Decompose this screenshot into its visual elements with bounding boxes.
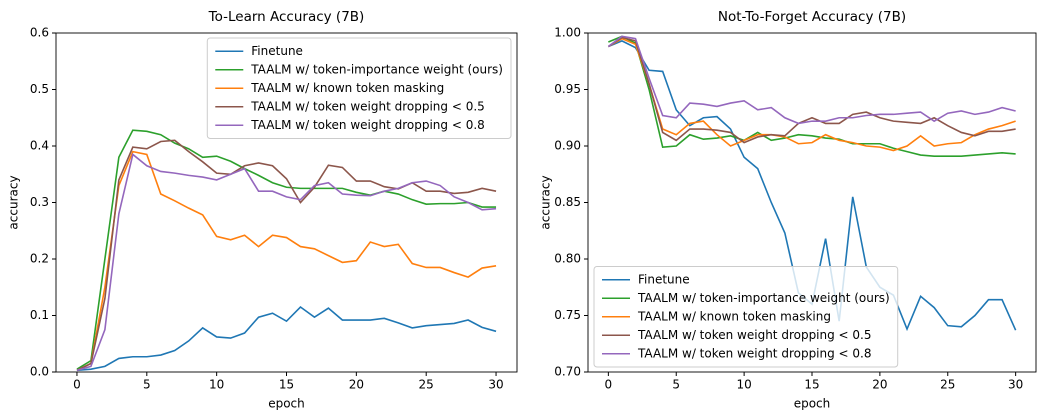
y-tick-label: 0.1 <box>30 308 49 322</box>
y-tick-label: 0.0 <box>30 365 49 379</box>
legend: Finetune TAALM w/ token-importance weight… <box>206 37 512 139</box>
y-tick-label: 0.85 <box>554 195 581 209</box>
y-tick-label: 0.80 <box>554 252 581 266</box>
chart-title: Not-To-Forget Accuracy (7B) <box>718 9 906 25</box>
x-tick-label: 5 <box>143 378 151 392</box>
legend-frame <box>593 266 899 368</box>
legend-label: Finetune <box>638 272 690 286</box>
legend-label: TAALM w/ token weight dropping < 0.5 <box>637 328 872 342</box>
x-axis-label: epoch <box>268 397 305 411</box>
y-tick-label: 0.70 <box>554 365 581 379</box>
axes: Not-To-Forget Accuracy (7B) epoch accuracy… <box>539 9 1037 411</box>
legend: Finetune TAALM w/ token-importance weight… <box>593 266 899 368</box>
y-tick-label: 0.75 <box>554 308 581 322</box>
x-tick-label: 15 <box>804 378 819 392</box>
x-axis-label: epoch <box>794 397 831 411</box>
axes-frame <box>55 32 518 373</box>
x-tick-label: 0 <box>605 378 613 392</box>
x-tick-label: 25 <box>419 378 434 392</box>
y-tick-label: 0.4 <box>30 139 49 153</box>
legend-frame <box>206 37 512 139</box>
x-tick-label: 30 <box>1008 378 1023 392</box>
y-tick-label: 0.90 <box>554 139 581 153</box>
x-tick-label: 15 <box>279 378 294 392</box>
series-line <box>607 36 1016 144</box>
legend-label: TAALM w/ token weight dropping < 0.8 <box>637 346 872 360</box>
series-line <box>607 35 1016 125</box>
y-tick-label: 0.95 <box>554 82 581 96</box>
series-line <box>76 139 497 372</box>
legend-label: TAALM w/ known token masking <box>637 309 831 323</box>
legend-label: TAALM w/ token-importance weight (ours) <box>250 62 503 76</box>
y-tick-label: 0.5 <box>30 82 49 96</box>
legend-label: TAALM w/ token weight dropping < 0.5 <box>250 99 485 113</box>
x-tick-label: 20 <box>872 378 887 392</box>
y-axis-label: accuracy <box>7 175 21 229</box>
legend-label: Finetune <box>251 44 303 58</box>
x-tick-label: 10 <box>209 378 224 392</box>
series-line <box>76 150 497 372</box>
legend-label: TAALM w/ token-importance weight (ours) <box>637 291 890 305</box>
y-tick-label: 1.00 <box>554 26 581 40</box>
y-tick-label: 0.3 <box>30 195 49 209</box>
y-axis-label: accuracy <box>539 175 553 229</box>
series-line <box>608 35 1016 157</box>
chart-title: To-Learn Accuracy (7B) <box>208 9 365 25</box>
series-line <box>607 37 1016 152</box>
y-tick-label: 0.6 <box>30 26 49 40</box>
series-line <box>76 305 497 372</box>
axes: To-Learn Accuracy (7B) epoch accuracy 0 5 10 1… <box>7 9 518 411</box>
x-tick-label: 10 <box>736 378 751 392</box>
series-line <box>76 129 497 370</box>
axes-frame <box>587 32 1037 373</box>
x-tick-label: 5 <box>672 378 680 392</box>
series-line <box>76 153 497 372</box>
x-tick-label: 20 <box>349 378 364 392</box>
legend-label: TAALM w/ known token masking <box>250 81 444 95</box>
x-tick-label: 25 <box>940 378 955 392</box>
x-tick-label: 0 <box>73 378 81 392</box>
legend-label: TAALM w/ token weight dropping < 0.8 <box>250 118 485 132</box>
y-tick-label: 0.2 <box>30 252 49 266</box>
x-tick-label: 30 <box>488 378 503 392</box>
